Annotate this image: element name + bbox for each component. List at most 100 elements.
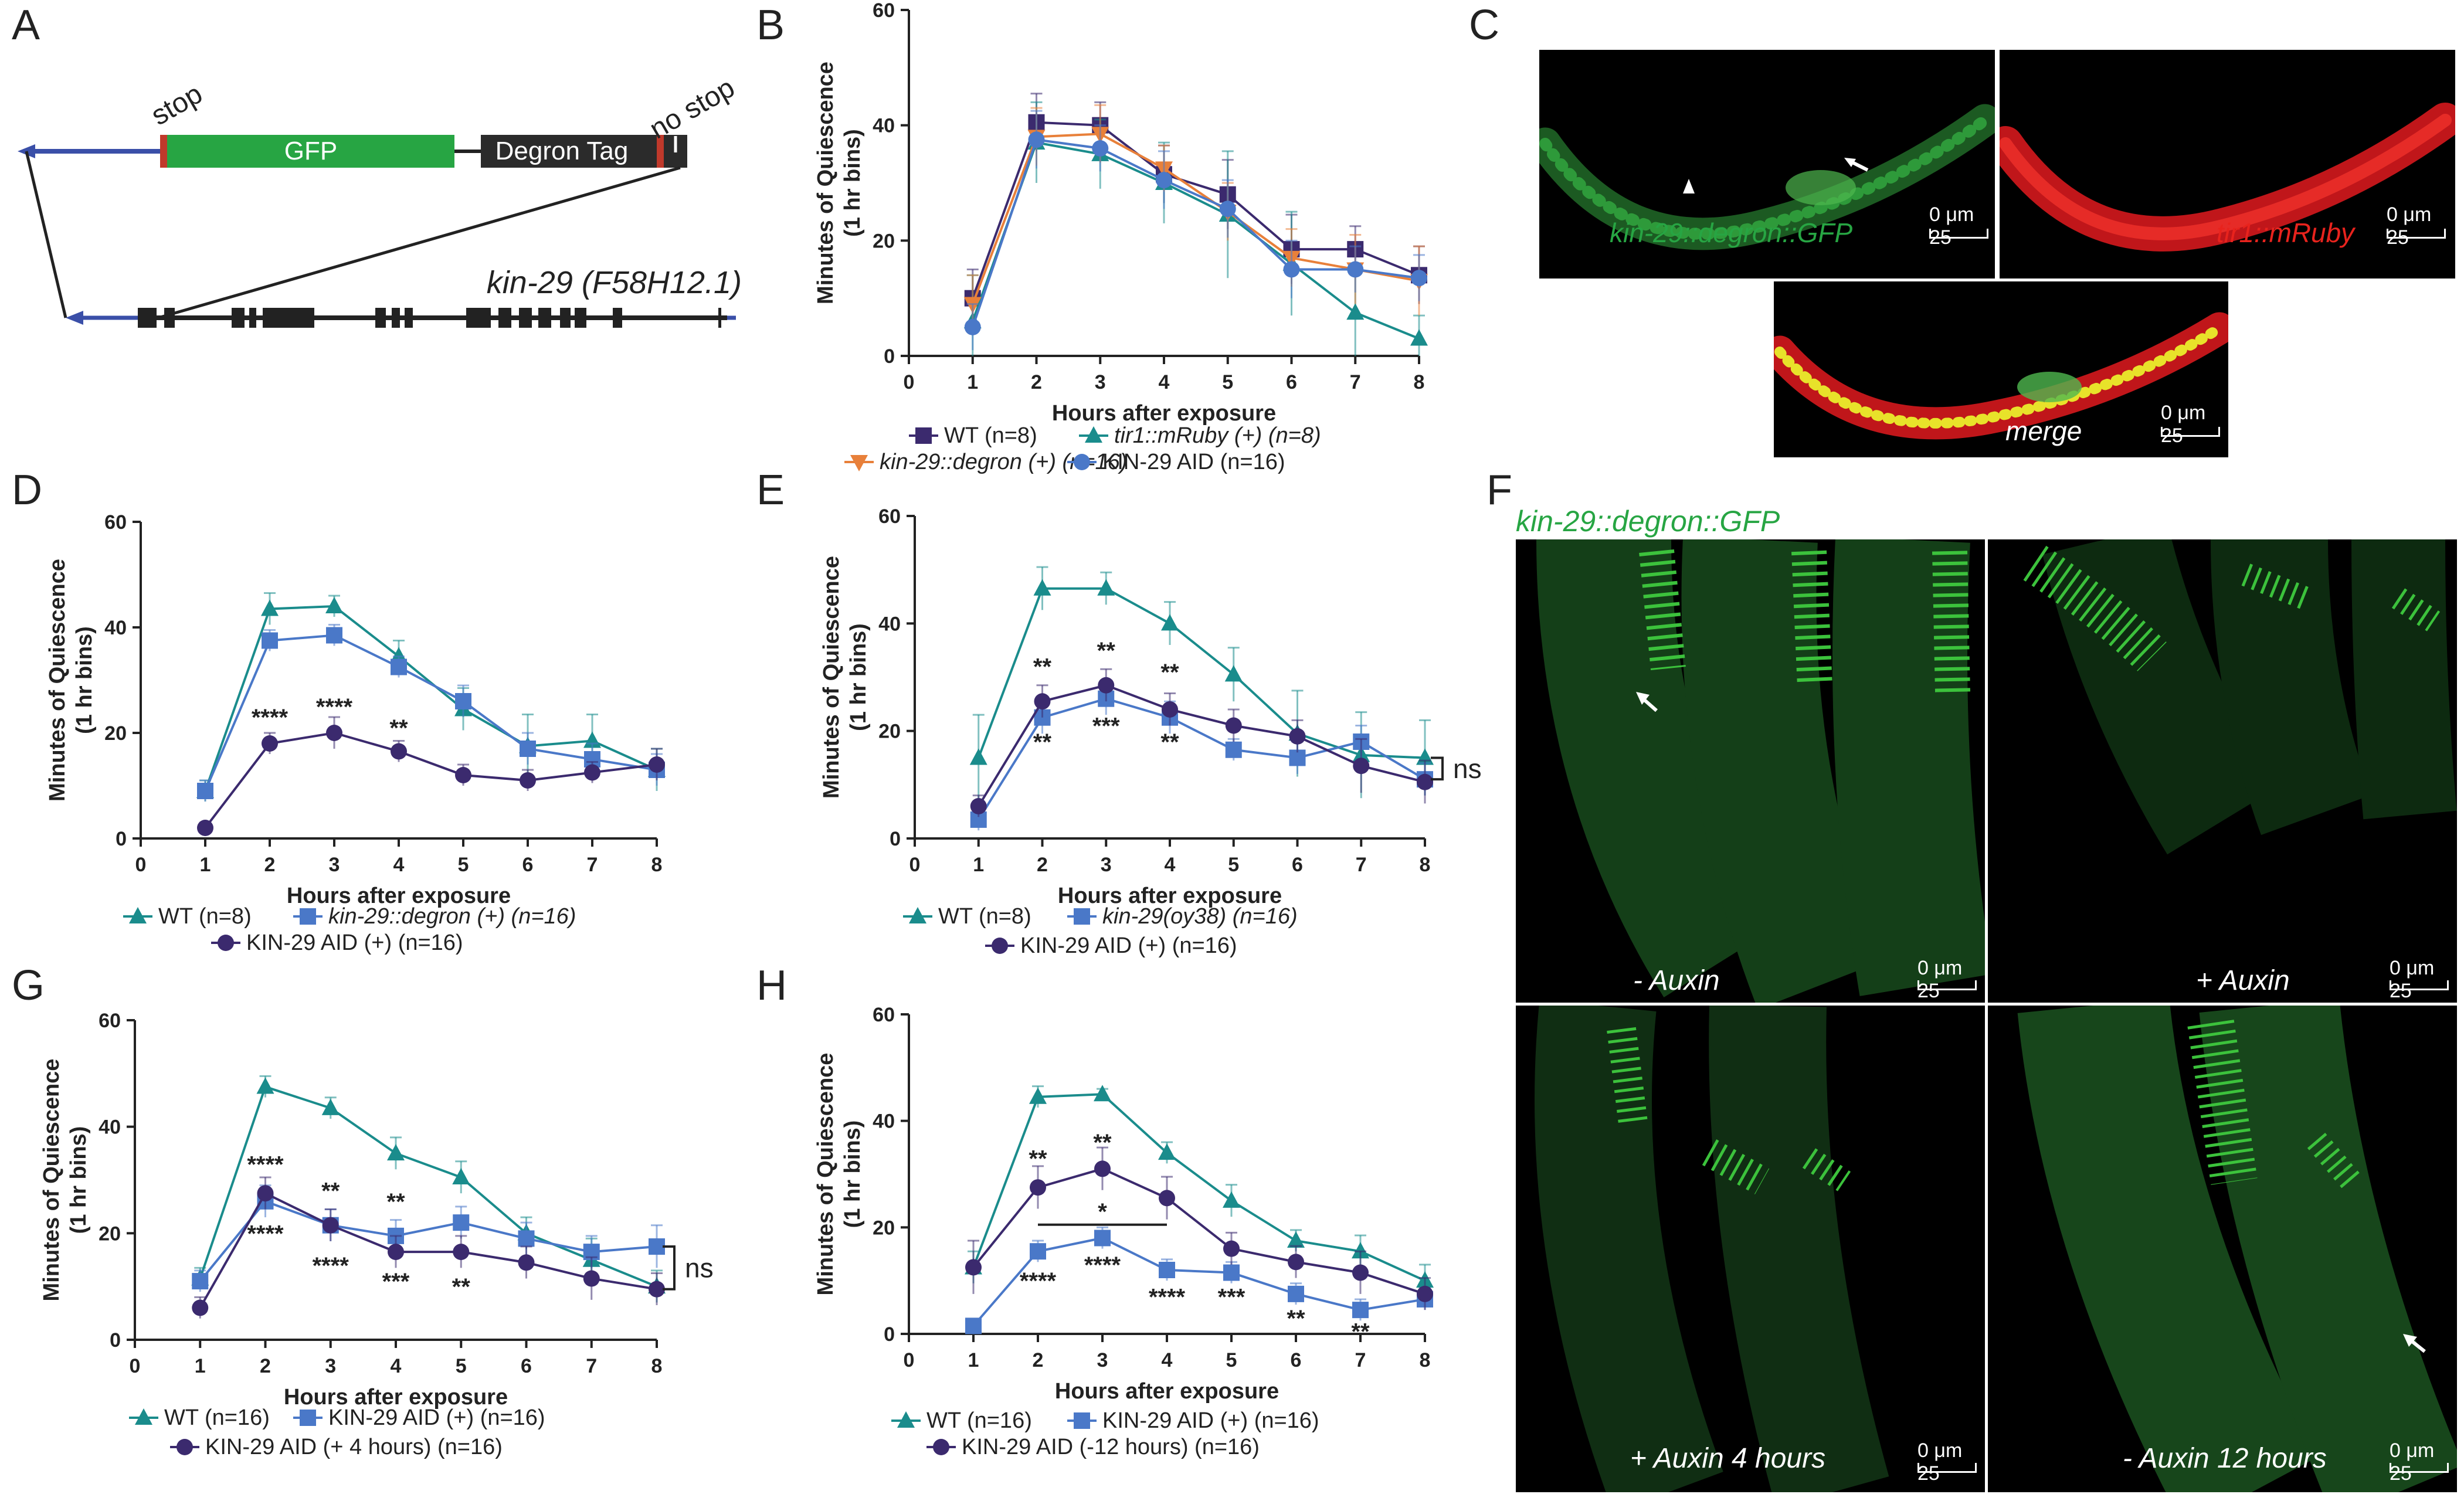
degron-label: Degron Tag <box>495 137 629 165</box>
data-point <box>969 748 987 765</box>
y-tick-label: 40 <box>878 613 901 635</box>
legend-label: KIN-29 AID (+) (n=16) <box>246 931 463 955</box>
x-tick-label: 5 <box>1226 1349 1237 1371</box>
arrow-marker <box>1844 158 1856 167</box>
legend-item: KIN-29 AID (+) (n=16) <box>985 933 1237 958</box>
worm-image-f2 <box>2023 539 2457 855</box>
x-tick-label: 5 <box>456 1355 467 1377</box>
x-tick-label: 5 <box>1228 854 1239 876</box>
data-point <box>1030 1179 1046 1196</box>
data-point <box>1029 1087 1047 1104</box>
data-point <box>970 798 987 814</box>
x-tick-label: 8 <box>1420 854 1431 876</box>
data-point <box>1353 758 1370 775</box>
data-point <box>1159 1190 1175 1207</box>
data-point <box>1352 1242 1369 1259</box>
scale-bar <box>2161 427 2220 437</box>
nostop-label: no stop <box>644 72 740 145</box>
ns-bracket <box>663 1245 676 1291</box>
data-point <box>1028 131 1045 148</box>
data-point <box>1162 701 1178 718</box>
data-point <box>964 318 981 335</box>
x-tick-label: 0 <box>130 1355 141 1377</box>
data-point <box>391 743 407 760</box>
data-point <box>387 1144 405 1161</box>
panel-label-c: C <box>1469 2 1499 49</box>
arrow-marker <box>1636 692 1650 705</box>
y-tick-label: 20 <box>878 721 901 743</box>
data-point <box>326 725 342 741</box>
data-point <box>965 1317 982 1334</box>
data-point <box>1225 717 1242 734</box>
data-point <box>520 741 536 757</box>
significance-label: * <box>1098 1199 1107 1225</box>
legend-marker <box>933 1439 949 1455</box>
worm-image-f4 <box>2017 1006 2457 1492</box>
data-point <box>1030 1243 1046 1260</box>
series-line <box>199 1200 657 1282</box>
series-2 <box>192 1176 665 1319</box>
data-point <box>262 632 278 649</box>
legend-marker <box>135 1408 152 1425</box>
y-tick-label: 20 <box>104 722 127 745</box>
scale-bar-label: 0 μm 25 <box>2387 203 2432 249</box>
x-tick-label: 4 <box>1162 1349 1173 1371</box>
legend-marker <box>1074 1412 1090 1429</box>
y-axis-label: Minutes of Quiescence <box>45 559 70 802</box>
significance-label: **** <box>247 1221 284 1247</box>
x-tick-label: 4 <box>1165 854 1176 876</box>
data-point <box>1346 303 1365 320</box>
legend-label: KIN-29 AID (+) (n=16) <box>328 1405 545 1430</box>
series-line <box>978 684 1426 807</box>
legend-marker <box>300 1410 316 1426</box>
series-line <box>971 141 1420 340</box>
x-tick-label: 3 <box>1097 1349 1108 1371</box>
micro-c-rfp-label: tir1::mRuby <box>2217 218 2355 248</box>
micro-f-3: + Auxin 4 hours 0 μm 25 <box>1516 1006 1985 1492</box>
y-tick-label: 20 <box>99 1222 121 1245</box>
data-point <box>1223 1240 1240 1257</box>
x-tick-label: 6 <box>1286 371 1297 393</box>
arrowhead-marker <box>1683 179 1695 193</box>
data-point <box>649 756 665 773</box>
x-tick-label: 1 <box>200 854 211 876</box>
arrow-marker <box>2403 1334 2417 1347</box>
x-tick-label: 6 <box>1292 854 1303 876</box>
chart-b: 0 1 2 3 4 5 6 7 8 0 20 40 60 Minutes of Quiescence (1 … <box>813 0 1428 474</box>
series-1 <box>192 1184 665 1292</box>
panel-f-title: kin-29::degron::GFP <box>1516 505 1780 538</box>
series-line <box>972 1093 1426 1282</box>
scale-bar-label: 0 μm 25 <box>1917 1439 1963 1485</box>
legend-label: KIN-29 AID (n=16) <box>1102 450 1285 474</box>
micro-c-merge-label: merge <box>2005 416 2082 446</box>
legend-marker <box>218 935 234 951</box>
scale-bar <box>1917 1463 1977 1473</box>
legend-item: WT (n=16) <box>891 1408 1032 1433</box>
panel-label-b: B <box>756 2 785 49</box>
data-point <box>1034 693 1051 710</box>
series-0 <box>964 93 1427 327</box>
stop-label: stop <box>146 78 208 131</box>
data-point <box>197 783 213 799</box>
chart-d: 0 1 2 3 4 5 6 7 8 0 20 40 60 Minutes of Quiescence (1 … <box>45 511 666 955</box>
x-axis-label: Hours after exposure <box>1052 401 1276 426</box>
significance-label: ** <box>386 1189 405 1215</box>
data-point <box>453 1214 470 1231</box>
legend-marker <box>992 938 1008 954</box>
legend-item: KIN-29 AID (n=16) <box>1067 450 1285 474</box>
x-tick-label: 0 <box>135 854 147 876</box>
y-tick-label: 20 <box>873 230 895 252</box>
data-point <box>197 820 213 836</box>
panel-label-f: F <box>1486 467 1512 514</box>
significance-label: ** <box>1029 1146 1047 1171</box>
significance-label: ** <box>1033 654 1052 680</box>
data-point <box>518 1254 535 1271</box>
gene-schematic: GFP Degron Tag stop no stop kin-29 (F58H… <box>18 72 742 328</box>
y-axis-label: Minutes of Quiescence <box>813 62 838 304</box>
data-point <box>1225 741 1242 758</box>
significance-label: ** <box>1287 1306 1305 1332</box>
significance-label: **** <box>1020 1268 1057 1294</box>
data-point <box>261 599 279 616</box>
legend-item: WT (n=8) <box>123 904 252 929</box>
micro-f-label-1: - Auxin <box>1633 965 1720 996</box>
